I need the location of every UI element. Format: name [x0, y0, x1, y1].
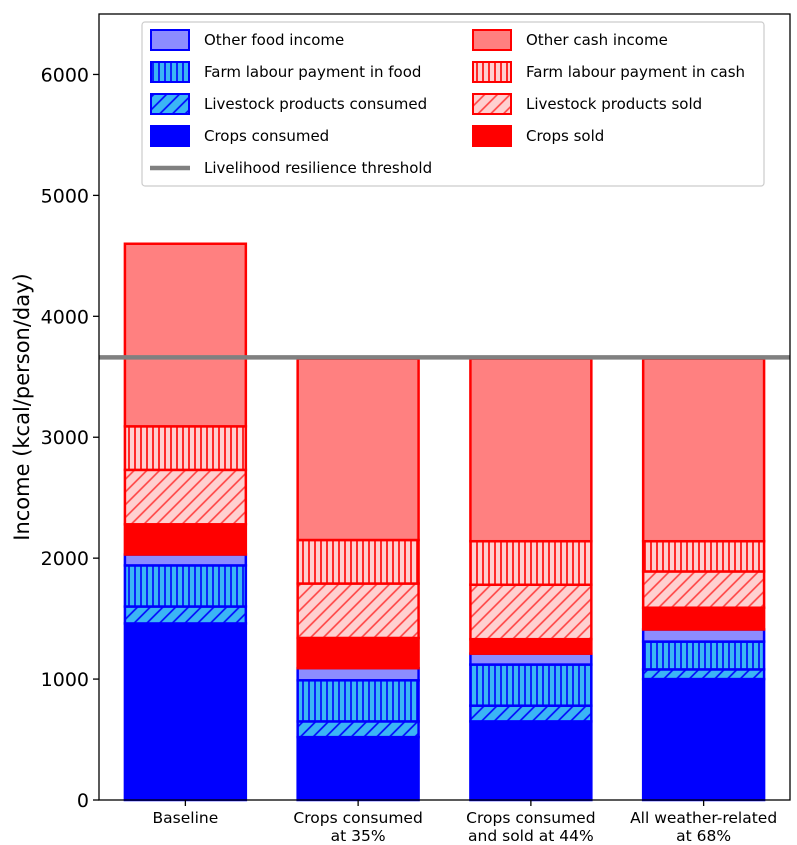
- bar-crops-consumed-1: [123, 622, 248, 802]
- bar-crops-consumed-3: [469, 720, 593, 802]
- bar-crops-sold-3: [469, 637, 593, 655]
- bar-crops-sold-2: [296, 636, 420, 670]
- legend-swatch-crops-consumed: [150, 125, 190, 147]
- legend-label-other-food-income: Other food income: [204, 31, 344, 49]
- x-tick-label: Crops consumed at 35%: [293, 809, 422, 845]
- bar-farm-labour-payment-in-cash-3: [469, 539, 593, 587]
- bar-farm-labour-payment-in-food-1: [123, 564, 248, 608]
- y-tick-label: 6000: [41, 64, 89, 86]
- legend-label-livestock-products-consumed: Livestock products consumed: [204, 95, 427, 113]
- bar-livestock-products-consumed-1: [123, 605, 248, 625]
- legend-swatch-livestock-products-sold: [472, 93, 512, 115]
- bar-farm-labour-payment-in-cash-1: [123, 425, 248, 472]
- bar-farm-labour-payment-in-cash-2: [296, 538, 420, 585]
- legend-label-farm-labour-payment-in-food: Farm labour payment in food: [204, 63, 421, 81]
- bar-other-cash-income-1: [123, 242, 248, 428]
- plot-frame: [98, 13, 791, 801]
- bar-livestock-products-sold-4: [641, 570, 766, 609]
- bar-livestock-products-sold-3: [469, 583, 593, 641]
- legend-label-livelihood-resilience-threshold: Livelihood resilience threshold: [204, 159, 432, 177]
- legend-label-livestock-products-sold: Livestock products sold: [526, 95, 702, 113]
- bar-other-food-income-1: [123, 553, 248, 567]
- bar-other-food-income-3: [469, 652, 593, 666]
- bar-farm-labour-payment-in-food-2: [296, 679, 420, 723]
- bar-livestock-products-consumed-3: [469, 704, 593, 723]
- bar-crops-sold-1: [123, 523, 248, 556]
- y-tick-label: 2000: [41, 548, 89, 570]
- bar-livestock-products-sold-2: [296, 582, 420, 640]
- legend-label-farm-labour-payment-in-cash: Farm labour payment in cash: [526, 63, 745, 81]
- bar-livestock-products-consumed-4: [641, 668, 766, 681]
- legend-label-crops-consumed: Crops consumed: [204, 127, 329, 145]
- legend-swatch-livestock-products-consumed: [150, 93, 190, 115]
- legend-swatch-farm-labour-payment-in-food: [150, 61, 190, 83]
- legend-swatch-other-food-income: [150, 29, 190, 51]
- bar-livestock-products-sold-1: [123, 468, 248, 526]
- legend-swatch-farm-labour-payment-in-cash: [472, 61, 512, 83]
- y-tick-label: 0: [77, 790, 89, 812]
- x-tick-label: All weather-related at 68%: [630, 809, 777, 845]
- legend-label-other-cash-income: Other cash income: [526, 31, 668, 49]
- axes-layer: 0 1000 2000 3000 4000 5000 6000 Income (kcal/pe…: [10, 13, 791, 845]
- bar-farm-labour-payment-in-food-4: [641, 640, 766, 671]
- legend-label-crops-sold: Crops sold: [526, 127, 604, 145]
- y-tick-label: 3000: [41, 427, 89, 449]
- x-tick-label: Baseline: [153, 809, 219, 827]
- legend-swatch-crops-sold: [472, 125, 512, 147]
- bar-farm-labour-payment-in-cash-4: [641, 539, 766, 573]
- bar-livestock-products-consumed-2: [296, 720, 420, 739]
- bars-layer: [123, 242, 766, 802]
- y-tick-label: 5000: [41, 185, 89, 207]
- legend: Other food income Farm labour payment in …: [141, 21, 765, 187]
- bar-crops-sold-4: [641, 606, 766, 631]
- bar-farm-labour-payment-in-food-3: [469, 663, 593, 707]
- bar-other-food-income-4: [641, 628, 766, 643]
- y-axis-title: Income (kcal/person/day): [10, 273, 34, 541]
- y-tick-label: 1000: [41, 669, 89, 691]
- bar-other-food-income-2: [296, 666, 420, 682]
- y-tick-label: 4000: [41, 306, 89, 328]
- legend-swatch-other-cash-income: [472, 29, 512, 51]
- legend-box: [141, 21, 765, 187]
- bar-other-cash-income-2: [296, 357, 420, 542]
- bar-crops-consumed-4: [641, 677, 766, 802]
- bar-crops-consumed-2: [296, 735, 420, 802]
- x-tick-label: Crops consumed and sold at 44%: [466, 809, 595, 845]
- bar-other-cash-income-4: [641, 357, 766, 543]
- bar-other-cash-income-3: [469, 357, 593, 543]
